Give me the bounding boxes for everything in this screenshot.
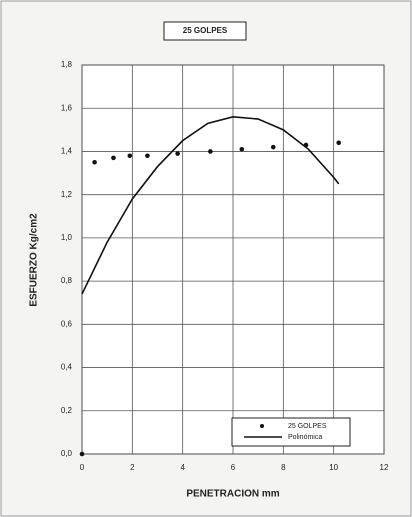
x-tick-label: 10 bbox=[329, 463, 338, 472]
legend-label: Polinómica bbox=[288, 434, 322, 441]
x-axis-label: PENETRACION mm bbox=[186, 489, 279, 500]
y-tick-label: 1,2 bbox=[61, 190, 73, 199]
x-tick-label: 6 bbox=[231, 463, 236, 472]
y-tick-label: 0,0 bbox=[61, 449, 73, 458]
y-tick-label: 1,0 bbox=[61, 233, 73, 242]
data-point bbox=[239, 146, 245, 152]
x-tick-label: 0 bbox=[80, 463, 85, 472]
data-point bbox=[175, 151, 180, 156]
data-point bbox=[79, 451, 85, 457]
y-tick-label: 0,8 bbox=[61, 276, 73, 285]
chart-title: 25 GOLPES bbox=[183, 26, 228, 35]
y-tick-label: 1,4 bbox=[61, 147, 73, 156]
data-point bbox=[270, 144, 276, 150]
data-point bbox=[92, 159, 97, 165]
data-point bbox=[127, 153, 133, 159]
y-tick-label: 0,6 bbox=[61, 319, 73, 328]
y-tick-label: 1,8 bbox=[61, 60, 73, 69]
legend-box bbox=[231, 417, 351, 447]
y-tick-label: 1,6 bbox=[61, 103, 73, 112]
x-tick-label: 2 bbox=[130, 463, 135, 472]
y-axis-label: ESFUERZO Kg/cm2 bbox=[29, 213, 40, 307]
data-point bbox=[145, 153, 150, 159]
data-point bbox=[208, 149, 213, 154]
x-tick-label: 8 bbox=[281, 463, 286, 472]
trend-line bbox=[81, 116, 340, 295]
legend-label: 25 GOLPES bbox=[288, 423, 327, 430]
y-tick-label: 0,4 bbox=[61, 363, 73, 372]
x-tick-label: 12 bbox=[380, 463, 389, 472]
x-tick-label: 4 bbox=[180, 463, 185, 472]
y-tick-label: 0,2 bbox=[61, 406, 73, 415]
legend-marker bbox=[260, 424, 264, 428]
data-point bbox=[336, 140, 342, 146]
title-box bbox=[163, 21, 247, 41]
data-point bbox=[111, 155, 116, 161]
